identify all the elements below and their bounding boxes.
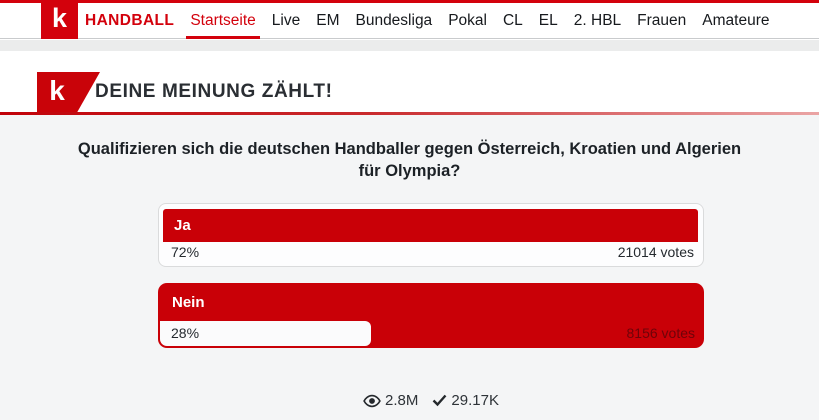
nav-item-cl[interactable]: CL bbox=[502, 12, 523, 29]
poll-option-nein-progress-bar: 28% bbox=[160, 321, 371, 346]
poll-content: Qualifizieren sich die deutschen Handbal… bbox=[0, 115, 819, 420]
nav-item-live[interactable]: Live bbox=[271, 12, 301, 29]
poll-option-nein-votes: 8156 votes bbox=[626, 325, 696, 341]
subnav-strip bbox=[0, 40, 819, 51]
nav-item-pokal[interactable]: Pokal bbox=[448, 12, 487, 29]
views-count: 2.8M bbox=[385, 392, 419, 409]
nav-item-el[interactable]: EL bbox=[538, 12, 558, 29]
votes-stat: 29.17K bbox=[432, 392, 499, 409]
poll-stats: 2.8M 29.17K bbox=[158, 392, 704, 409]
nav-item-em[interactable]: EM bbox=[316, 12, 340, 29]
poll-option-ja-bar: Ja bbox=[163, 209, 698, 242]
poll-option-ja-label: Ja bbox=[174, 217, 191, 234]
votes-total-count: 29.17K bbox=[451, 392, 499, 409]
main-nav: HANDBALL Startseite Live EM Bundesliga P… bbox=[85, 0, 769, 39]
kicker-flag-logo-letter: k bbox=[49, 75, 65, 106]
nav-item-amateure[interactable]: Amateure bbox=[702, 12, 770, 29]
poll-option-nein-percent: 28% bbox=[171, 325, 200, 341]
top-red-strip bbox=[0, 0, 819, 3]
nav-item-startseite[interactable]: Startseite bbox=[186, 0, 261, 39]
poll-question: Qualifizieren sich die deutschen Handbal… bbox=[77, 140, 742, 181]
nav-item-bundesliga[interactable]: Bundesliga bbox=[355, 12, 433, 29]
widget-title: DEINE MEINUNG ZÄHLT! bbox=[95, 81, 333, 102]
views-stat: 2.8M bbox=[363, 392, 418, 409]
nav-item-handball[interactable]: HANDBALL bbox=[85, 12, 175, 29]
nav-item-2hbl[interactable]: 2. HBL bbox=[573, 12, 622, 29]
poll-option-ja-votes: 21014 votes bbox=[617, 243, 694, 260]
poll-option-nein[interactable]: Nein 28% 8156 votes bbox=[158, 283, 704, 348]
main-navbar: k HANDBALL Startseite Live EM Bundesliga… bbox=[0, 0, 819, 39]
poll-option-ja-percent: 72% bbox=[171, 243, 200, 260]
kicker-logo-letter: k bbox=[51, 2, 68, 33]
nav-item-frauen[interactable]: Frauen bbox=[637, 12, 687, 29]
poll-option-nein-label: Nein bbox=[172, 294, 205, 311]
eye-icon bbox=[363, 394, 381, 408]
red-gradient-divider bbox=[0, 112, 819, 115]
poll-widget-header: k DEINE MEINUNG ZÄHLT! bbox=[0, 51, 819, 112]
poll-option-ja[interactable]: Ja 72% 21014 votes bbox=[158, 203, 704, 267]
kicker-logo[interactable]: k bbox=[41, 0, 78, 39]
check-icon bbox=[432, 394, 447, 407]
kicker-flag-logo[interactable]: k bbox=[37, 72, 100, 112]
poll-option-ja-meta: 72% 21014 votes bbox=[171, 242, 694, 261]
